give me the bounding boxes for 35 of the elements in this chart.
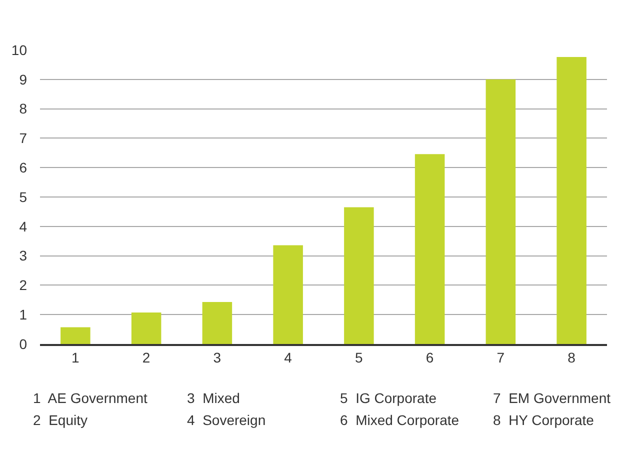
bar <box>202 302 232 344</box>
y-tick-label: 1 <box>19 306 28 322</box>
text: 7 EM Government <box>493 390 611 406</box>
y-tick-label: 7 <box>19 130 28 146</box>
x-tick-label: 7 <box>496 350 505 366</box>
x-tick-label: 1 <box>72 350 80 366</box>
y-tick-label: 2 <box>19 277 28 294</box>
x-tick-label: 2 <box>142 350 150 366</box>
y-tick-label: 10 <box>11 42 28 58</box>
x-tick-label: 5 <box>355 350 364 366</box>
text: 1 AE Government <box>33 390 148 406</box>
bar <box>486 79 516 344</box>
x-tick-label: 4 <box>284 350 292 366</box>
y-tick-label: 6 <box>19 160 28 176</box>
x-tick-label: 8 <box>568 350 576 366</box>
bar <box>60 327 90 344</box>
y-tick-label: 0 <box>19 336 28 352</box>
bar <box>273 245 303 344</box>
text: 2 Equity <box>33 412 88 428</box>
bar <box>414 154 445 344</box>
text: 8 HY Corporate <box>493 412 594 428</box>
bar <box>344 207 374 344</box>
y-tick-label: 3 <box>19 248 28 264</box>
text: 4 Sovereign <box>187 412 266 428</box>
text: 5 IG Corporate <box>340 390 437 406</box>
x-tick-label: 6 <box>426 350 434 366</box>
x-tick-label: 3 <box>213 350 222 366</box>
text: 6 Mixed Corporate <box>340 412 460 428</box>
text: 3 Mixed <box>187 390 240 406</box>
y-tick-label: 8 <box>19 100 28 117</box>
bar <box>131 312 162 344</box>
bar <box>556 57 586 344</box>
y-tick-label: 9 <box>19 71 28 88</box>
y-tick-label: 4 <box>19 218 28 234</box>
y-tick-label: 5 <box>19 188 28 205</box>
